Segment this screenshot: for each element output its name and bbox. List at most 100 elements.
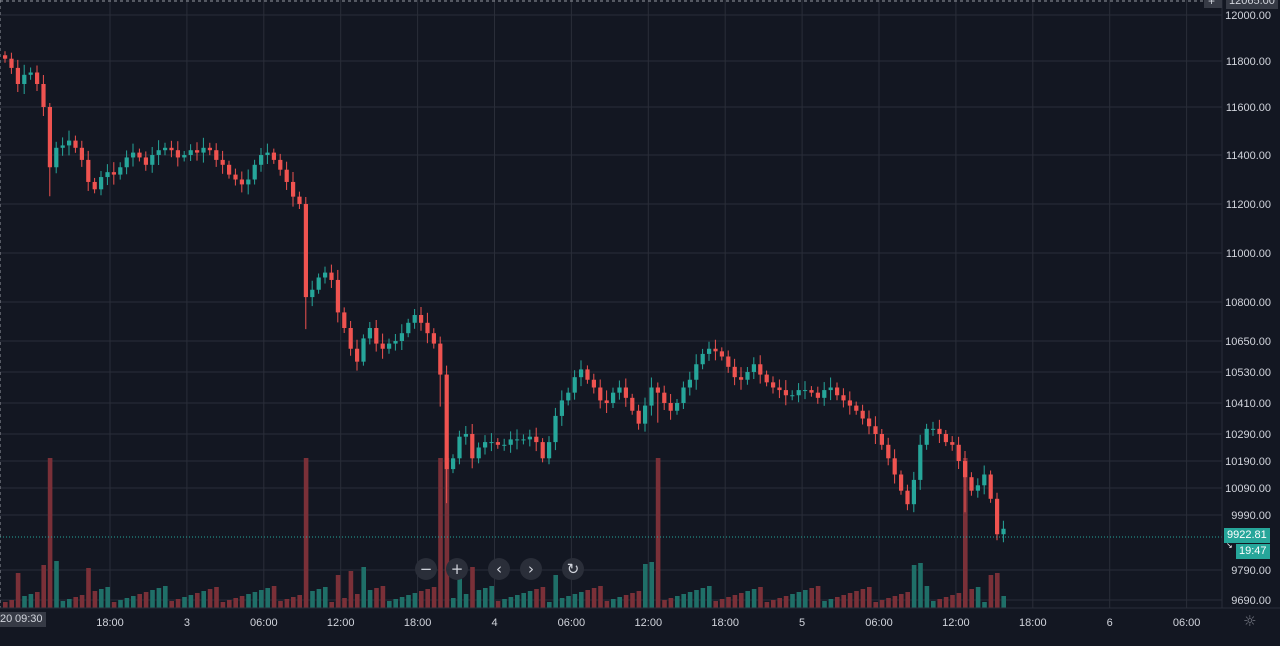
volume-bar: [783, 596, 789, 608]
volume-bar: [841, 595, 846, 608]
candle-body: [342, 312, 347, 328]
volume-bar: [67, 599, 72, 608]
candle-body: [271, 152, 276, 160]
candle-body: [988, 474, 993, 499]
volume-bar: [265, 588, 270, 608]
volume-bar: [28, 594, 34, 608]
candle-body: [668, 403, 673, 411]
candle-body: [995, 498, 1000, 535]
candle-body: [905, 490, 910, 505]
candle-body: [860, 410, 865, 419]
plus-icon[interactable]: +: [1208, 0, 1216, 8]
candle-body: [47, 107, 52, 168]
candle-body: [611, 392, 616, 403]
volume-bar: [367, 590, 373, 608]
volume-bar: [3, 602, 8, 608]
scroll-right-button[interactable]: ›: [520, 558, 542, 580]
candle-body: [3, 55, 8, 59]
volume-bar: [239, 596, 245, 608]
volume-bar: [412, 593, 418, 608]
candle-body: [431, 333, 436, 344]
crosshair-plus-button[interactable]: [1204, 0, 1222, 8]
volume-bar: [918, 563, 923, 608]
volume-bar: [9, 600, 14, 608]
candle-body: [380, 343, 385, 349]
time-tick-label: 18:00: [96, 617, 124, 629]
candle-body: [969, 477, 974, 491]
time-tick-label: 12:00: [942, 617, 970, 629]
volume-bar: [348, 571, 354, 608]
zoom-in-button[interactable]: +: [446, 558, 468, 580]
volume-bar: [630, 593, 635, 608]
volume-bar: [303, 458, 309, 608]
time-tick-label: 06:00: [250, 617, 278, 629]
scroll-left-button[interactable]: ‹: [488, 558, 510, 580]
candle-body: [879, 434, 884, 445]
candle-body: [956, 444, 961, 461]
volume-bar: [175, 599, 181, 608]
candle-body: [99, 177, 104, 190]
price-candles: [3, 51, 1006, 543]
volume-bar: [195, 593, 200, 608]
volume-bar: [579, 592, 584, 608]
candle-body: [655, 387, 660, 393]
candle-body: [585, 369, 590, 380]
candle-body: [591, 379, 596, 388]
volume-bar: [284, 599, 290, 608]
volume-bar: [860, 589, 866, 608]
volume-bar: [444, 458, 450, 608]
volume-bar: [700, 588, 706, 608]
volume-bar: [963, 458, 968, 608]
volume-bar: [604, 601, 610, 608]
volume-bar: [527, 591, 533, 608]
candle-body: [393, 341, 398, 344]
volume-bar: [489, 586, 494, 608]
volume-bar: [739, 593, 744, 608]
time-tick-label: 06:00: [865, 617, 893, 629]
volume-bar: [374, 588, 379, 608]
volume-bar: [668, 598, 674, 608]
candle-body: [188, 150, 193, 155]
reset-chart-button[interactable]: ↻: [562, 558, 584, 580]
volume-bar: [585, 590, 590, 608]
candle-body: [118, 167, 123, 175]
price-tick-label: 9990.00: [1231, 510, 1271, 522]
candle-body: [329, 272, 334, 280]
candle-body: [156, 150, 161, 155]
volume-bar: [572, 594, 578, 608]
candle-body: [105, 172, 110, 178]
volume-bar: [143, 592, 149, 608]
candle-body: [515, 439, 520, 441]
candle-body: [291, 181, 296, 197]
candle-body: [675, 403, 680, 411]
volume-bar: [35, 592, 40, 608]
volume-bar: [233, 598, 238, 608]
volume-bar: [463, 594, 469, 608]
candle-body: [316, 277, 321, 290]
candle-body: [387, 343, 392, 349]
candle-body: [598, 387, 603, 401]
candle-body: [899, 474, 904, 491]
candle-body: [950, 442, 955, 445]
volume-bar: [342, 598, 347, 608]
zoom-out-button[interactable]: −: [415, 558, 437, 580]
volume-bar: [60, 601, 66, 608]
volume-bar: [937, 599, 942, 608]
volume-bar: [156, 588, 162, 608]
volume-bar: [598, 586, 603, 608]
candle-body: [425, 322, 430, 334]
candle-body: [310, 289, 315, 298]
settings-gear-icon[interactable]: ☼: [1243, 612, 1257, 630]
time-axis[interactable]: 18:00 3 06:00 12:00 18:00 4 06:00 12:00 18:00 5 06…: [96, 617, 1200, 629]
candle-body: [687, 379, 692, 388]
candle-body: [233, 174, 238, 180]
price-axis[interactable]: 12000.00 11800.00 11600.00 11400.00 11200.00…: [1225, 10, 1271, 607]
candle-body: [867, 418, 872, 427]
price-tick-label: 11600.00: [1226, 102, 1271, 114]
candle-body: [374, 328, 379, 344]
candle-body: [579, 369, 584, 378]
candle-body: [246, 179, 251, 185]
price-tick-label: 9790.00: [1231, 565, 1271, 577]
candle-body: [566, 392, 571, 401]
